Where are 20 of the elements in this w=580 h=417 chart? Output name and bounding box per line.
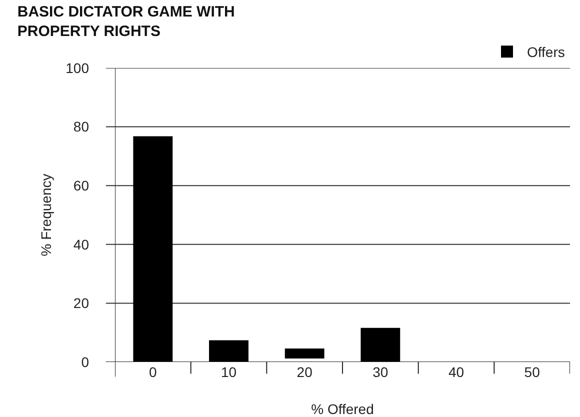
x-tick-label: 50 <box>524 364 540 380</box>
y-tick-label: 20 <box>73 295 90 312</box>
x-tick-label: 30 <box>372 364 388 380</box>
x-tick-label: 0 <box>149 364 158 380</box>
bar <box>284 348 324 358</box>
y-axis-title: % Frequency <box>38 174 54 256</box>
y-tick-label: 100 <box>66 60 90 76</box>
y-tick-label: 80 <box>73 118 90 135</box>
bar <box>133 136 173 362</box>
chart-title: BASIC DICTATOR GAME WITH PROPERTY RIGHTS <box>17 4 235 40</box>
x-tick-label: 10 <box>220 364 237 380</box>
x-tick-label: 20 <box>296 364 313 380</box>
y-tick-label: 60 <box>73 178 90 194</box>
y-tick-label: 0 <box>81 354 90 370</box>
y-tick-label: 40 <box>73 236 90 252</box>
x-axis-title: % Offered <box>311 401 374 417</box>
x-tick-label: 40 <box>448 364 464 380</box>
bar <box>360 328 400 362</box>
legend-label: Offers <box>527 44 565 60</box>
bar <box>209 340 248 362</box>
